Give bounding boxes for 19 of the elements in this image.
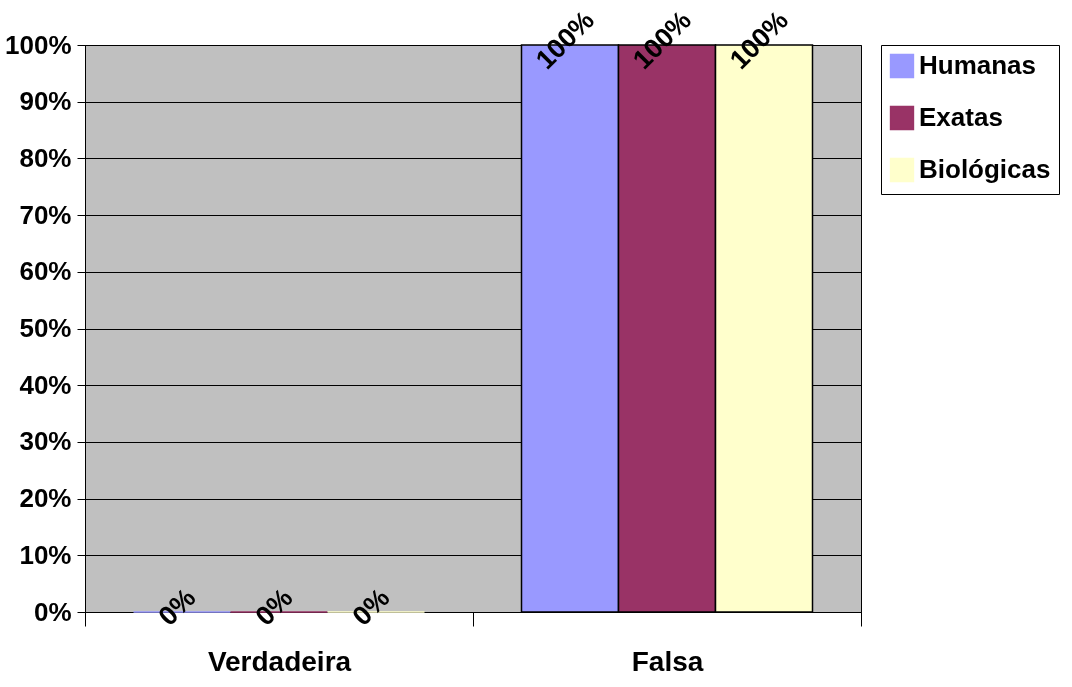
data-label: 0% [249,582,299,632]
y-tick-label: 0% [33,596,72,627]
y-tick-label: 20% [19,483,72,514]
y-tick-label: 10% [19,539,72,570]
legend-label: Humanas [919,50,1037,80]
y-tick-label: 100% [5,29,72,60]
x-tick-label: Falsa [631,645,704,677]
y-tick-label: 60% [19,256,72,287]
y-tick-label: 70% [19,199,72,230]
y-tick-label: 30% [19,426,72,457]
y-tick-label: 50% [19,313,72,343]
y-tick-label: 80% [19,142,72,173]
legend-label: Biológicas [919,154,1051,184]
legend-label: Exatas [919,102,1003,132]
y-tick-label: 40% [19,369,72,400]
x-tick-label: Verdadeira [207,645,352,677]
data-label: 0% [346,582,396,632]
data-label: 0% [152,582,202,632]
y-tick-label: 90% [19,86,72,117]
